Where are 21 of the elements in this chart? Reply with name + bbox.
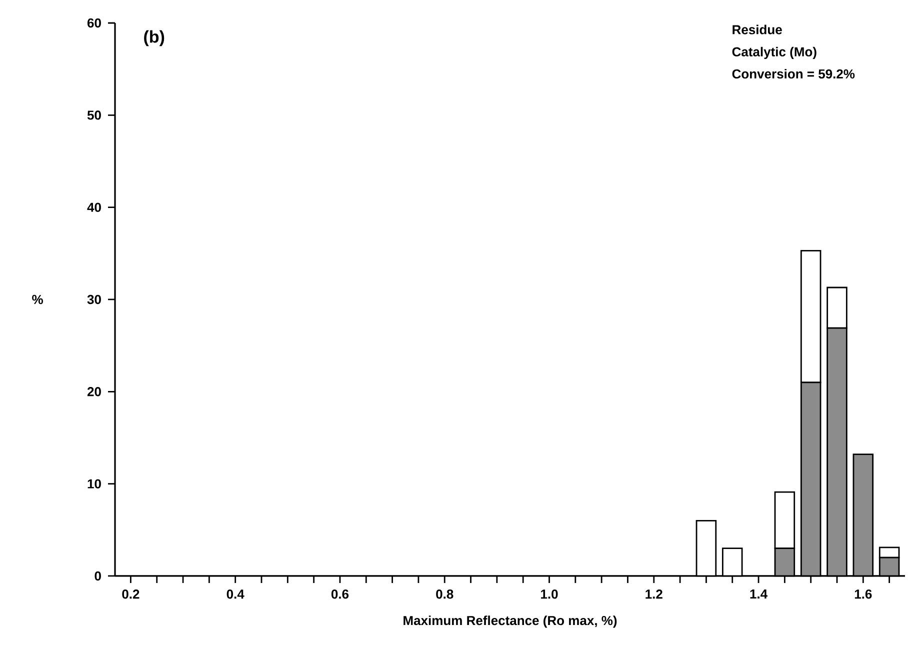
x-tick-label: 0.6: [331, 590, 349, 599]
x-tick-label: 1.2: [646, 590, 662, 599]
annotation: Catalytic (Mo): [732, 46, 816, 60]
y-tick-label: 30: [87, 294, 101, 304]
annotation: Residue: [732, 24, 782, 34]
x-axis-title: Maximum Reflectance (Ro max, %): [404, 616, 617, 628]
x-tick-label: 1.0: [541, 590, 558, 599]
annotation: Conversion = 59.2%: [732, 68, 855, 79]
y-tick-label: 50: [87, 110, 101, 120]
x-tick-label: 0.8: [436, 590, 454, 599]
x-tick-label: 0.2: [122, 590, 140, 599]
x-tick-label: 0.4: [226, 590, 244, 599]
x-tick-label: 1.6: [854, 590, 872, 599]
annotation: (b): [144, 30, 164, 46]
x-tick-label: 1.4: [750, 590, 768, 598]
y-tick-label: 0: [94, 571, 101, 581]
y-tick-label: 20: [87, 387, 101, 396]
y-axis-title: %: [32, 294, 43, 304]
y-tick-label: 60: [87, 18, 101, 28]
y-tick-label: 10: [88, 479, 101, 488]
y-tick-label: 40: [87, 202, 101, 212]
